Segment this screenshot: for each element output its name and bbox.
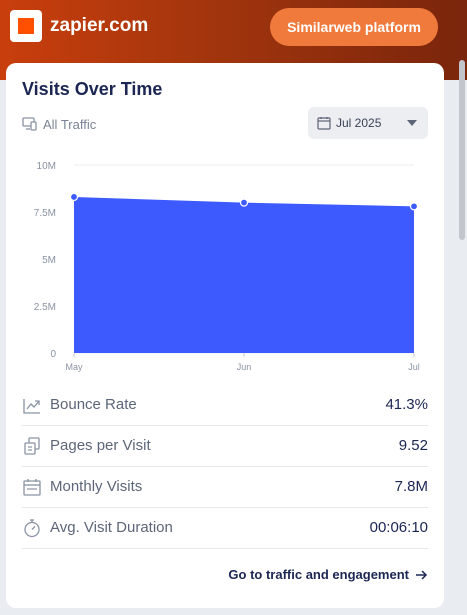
- traffic-filter-label: All Traffic: [43, 116, 97, 132]
- metric-row-bounce-rate: Bounce Rate 41.3%: [22, 384, 428, 426]
- date-select[interactable]: Jul 2025: [308, 107, 428, 139]
- metric-value: 41.3%: [385, 396, 428, 413]
- x-tick-label: Jul: [408, 362, 420, 372]
- y-tick-label: 10M: [37, 161, 56, 172]
- x-tick-label: May: [65, 362, 83, 372]
- data-point: [239, 198, 249, 207]
- y-tick-label: 0: [50, 349, 56, 360]
- metric-label: Pages per Visit: [50, 437, 151, 454]
- traffic-engagement-link-label: Go to traffic and engagement: [228, 567, 409, 582]
- devices-icon: [22, 117, 37, 131]
- scrollbar[interactable]: [459, 60, 465, 240]
- site-logo: [10, 10, 42, 42]
- calendar-icon: [317, 117, 331, 130]
- calendar-icon: [23, 478, 41, 496]
- date-select-value: Jul 2025: [336, 116, 382, 130]
- metric-value: 7.8M: [394, 478, 428, 495]
- pages-icon: [24, 436, 40, 455]
- trend-down-icon: [23, 398, 40, 414]
- chevron-down-icon: [407, 120, 417, 126]
- x-tick-label: Jun: [237, 362, 252, 372]
- metric-label: Avg. Visit Duration: [50, 519, 173, 536]
- data-point: [409, 202, 419, 211]
- y-tick-label: 5M: [42, 255, 56, 266]
- metric-row-avg-visit-duration: Avg. Visit Duration 00:06:10: [22, 507, 428, 549]
- data-point: [69, 192, 79, 202]
- y-tick-label: 7.5M: [34, 208, 56, 219]
- visits-chart: 0 2.5M 5M 7.5M 10M May Jun Jul: [34, 161, 420, 372]
- site-domain: zapier.com: [50, 15, 149, 36]
- metric-label: Bounce Rate: [50, 396, 137, 413]
- stopwatch-icon: [24, 518, 40, 537]
- y-tick-label: 2.5M: [34, 302, 56, 313]
- traffic-filter: All Traffic: [22, 115, 96, 133]
- metric-label: Monthly Visits: [50, 478, 143, 495]
- visits-card: Visits Over Time All Traffic Jul 2025 0 2…: [6, 63, 444, 608]
- metric-value: 9.52: [398, 437, 428, 454]
- arrow-right-icon: [416, 569, 428, 580]
- similarweb-platform-button[interactable]: Similarweb platform: [270, 8, 438, 46]
- traffic-engagement-link[interactable]: Go to traffic and engagement: [228, 567, 428, 582]
- card-title: Visits Over Time: [22, 79, 163, 99]
- metric-value: 00:06:10: [369, 519, 428, 536]
- series-area: [74, 196, 414, 353]
- metric-row-monthly-visits: Monthly Visits 7.8M: [22, 466, 428, 508]
- metric-row-pages-per-visit: Pages per Visit 9.52: [22, 425, 428, 467]
